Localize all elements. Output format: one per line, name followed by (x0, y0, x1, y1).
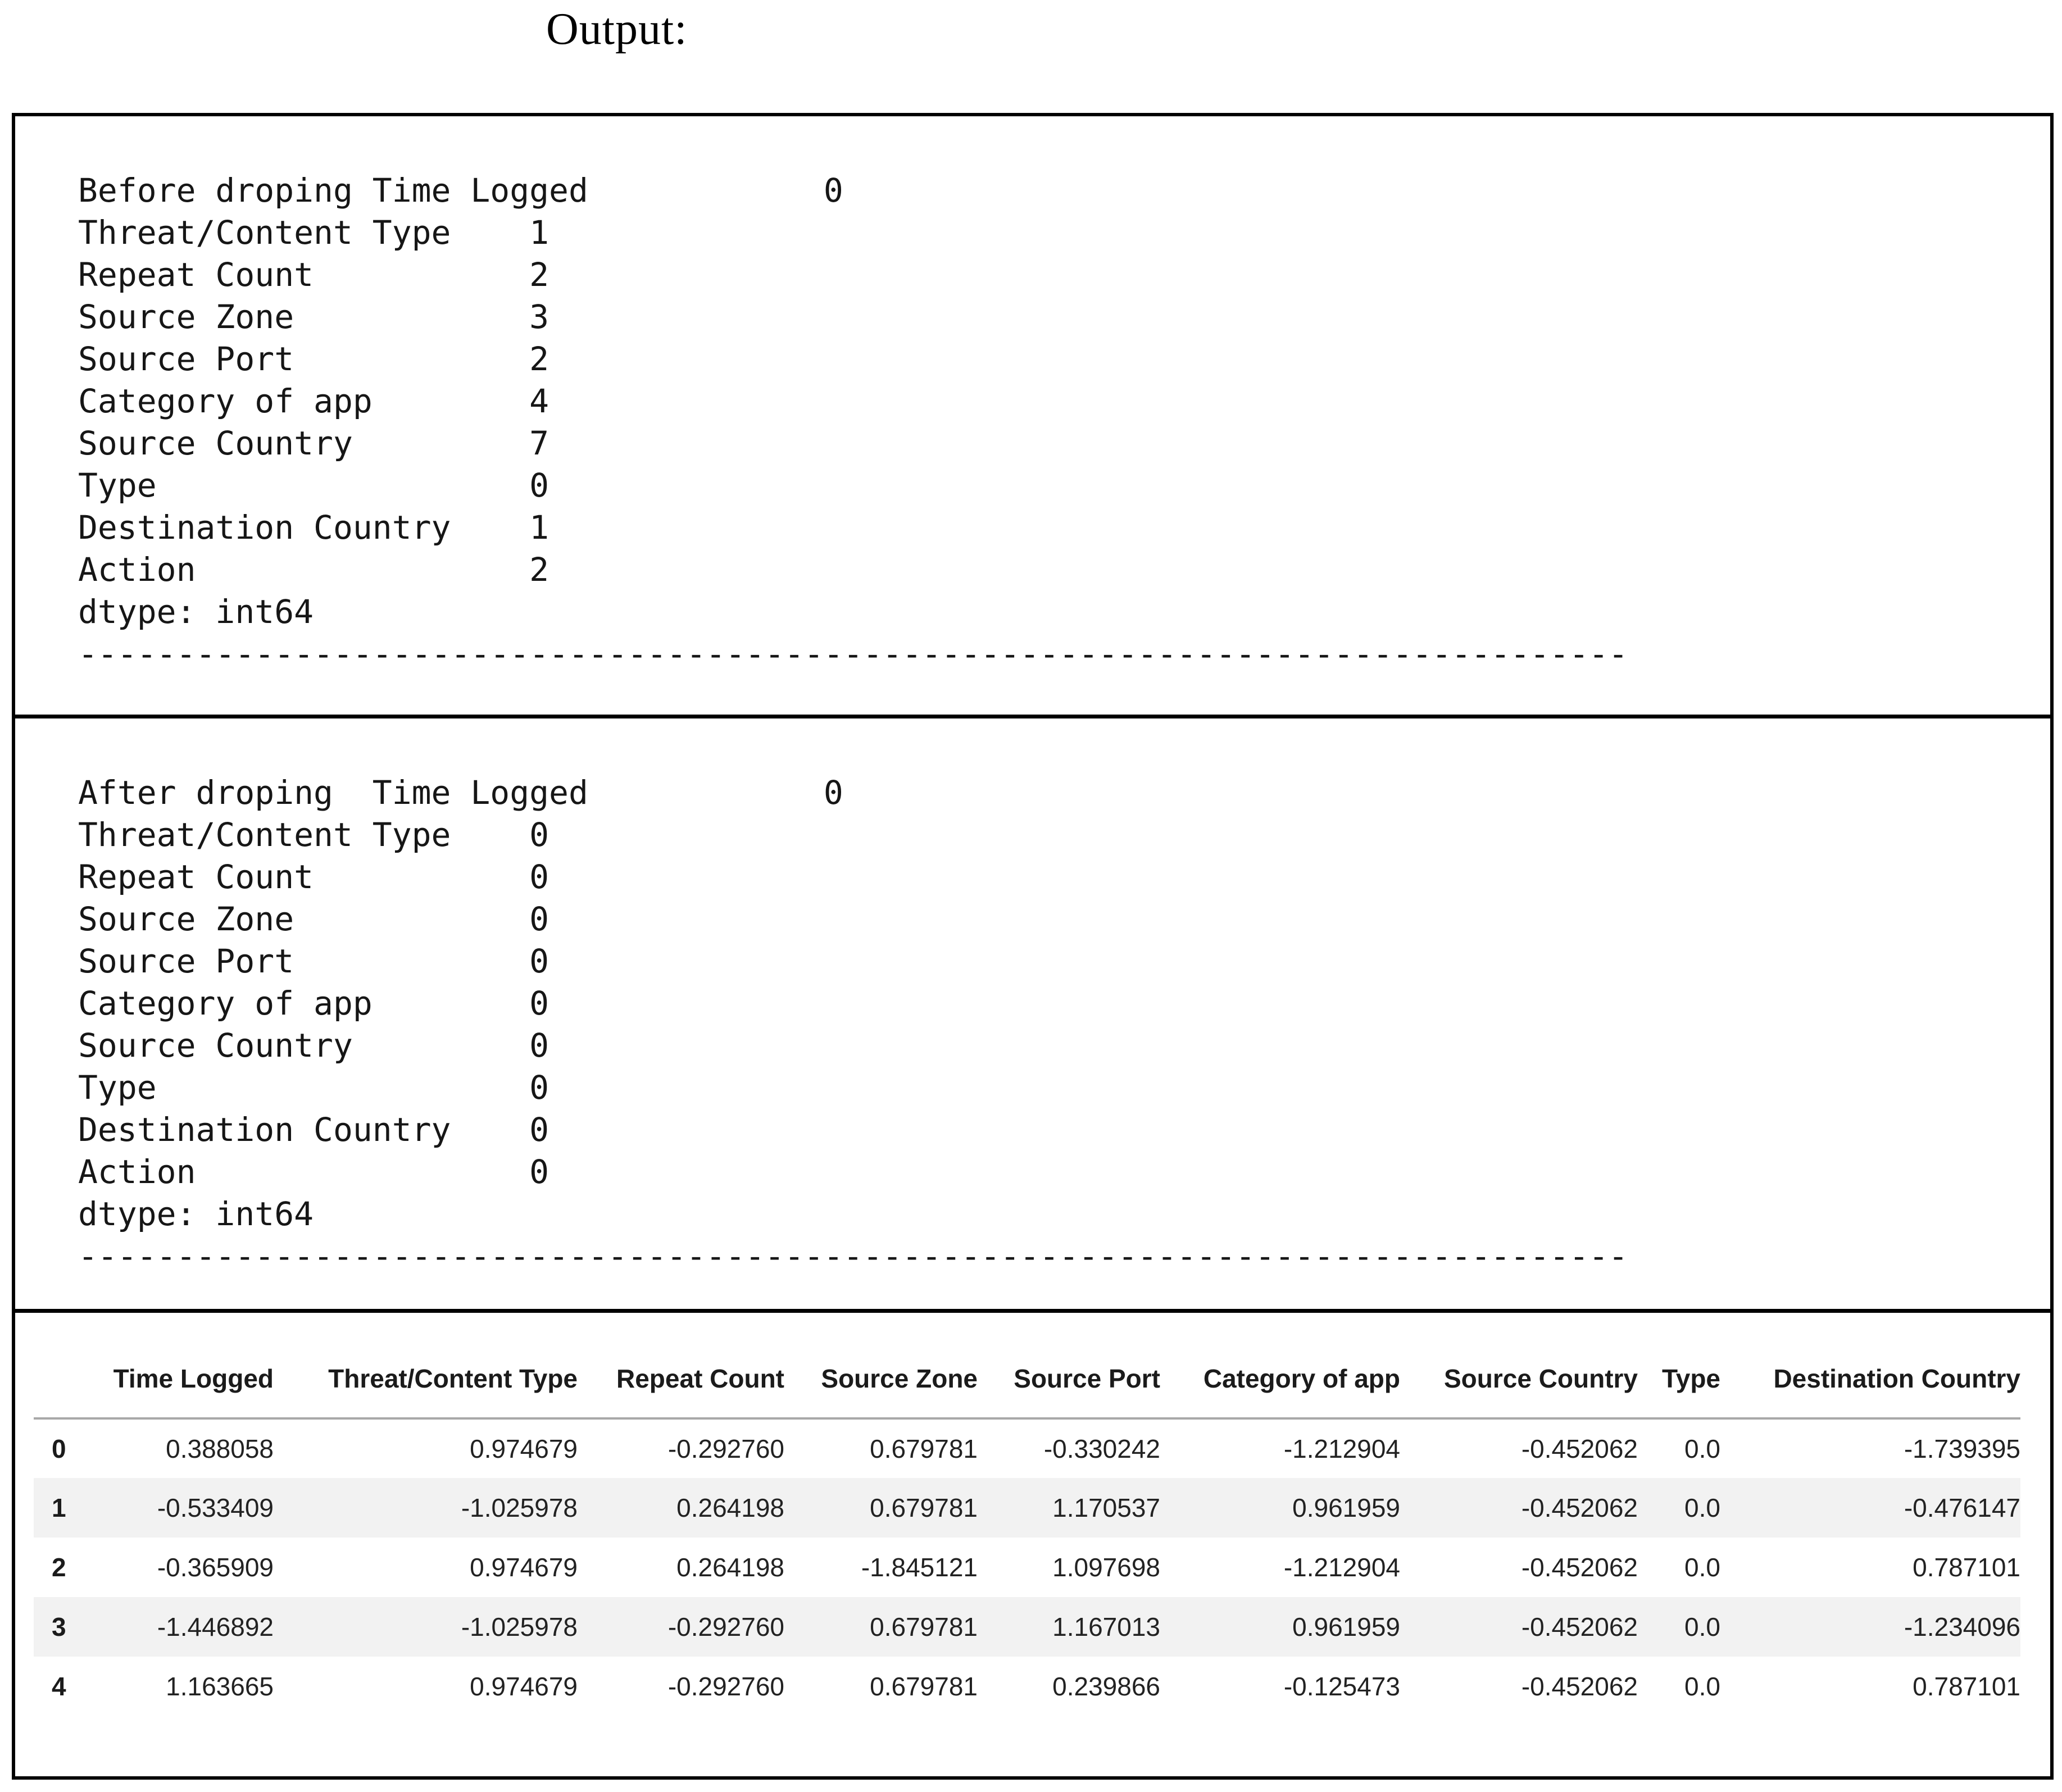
after-drop-null-counts: After droping Time Logged 0 Threat/Conte… (78, 774, 1628, 1275)
table-cell: -1.212904 (1283, 1553, 1400, 1582)
table-cell: 0.961959 (1292, 1493, 1400, 1522)
table-cell: -0.452062 (1521, 1612, 1638, 1641)
table-cell: 0.679781 (870, 1672, 978, 1701)
index-column-header (34, 1340, 90, 1420)
column-header-repeat-count: Repeat Count (578, 1340, 784, 1420)
table-cell: 0.239866 (1052, 1672, 1160, 1701)
table-cell: -0.533409 (157, 1493, 274, 1522)
row-index: 2 (52, 1553, 66, 1582)
dataframe-table: Time Logged Threat/Content Type Repeat C… (34, 1340, 2020, 1716)
row-index: 1 (52, 1493, 66, 1522)
column-header-time-logged: Time Logged (90, 1340, 274, 1420)
table-cell: 0.0 (1684, 1612, 1720, 1641)
table-cell: -1.845121 (861, 1553, 978, 1582)
table-cell: 0.679781 (870, 1612, 978, 1641)
table-cell: 0.679781 (870, 1434, 978, 1463)
table-cell: 0.787101 (1913, 1672, 2020, 1701)
column-header-type: Type (1638, 1340, 1720, 1420)
row-index: 0 (52, 1434, 66, 1463)
table-cell: -0.452062 (1521, 1553, 1638, 1582)
table-cell: 0.974679 (470, 1553, 578, 1582)
column-header-source-zone: Source Zone (784, 1340, 978, 1420)
table-cell: 0.787101 (1913, 1553, 2020, 1582)
table-header-row: Time Logged Threat/Content Type Repeat C… (34, 1340, 2020, 1420)
table-row: 3 -1.446892 -1.025978 -0.292760 0.679781… (34, 1597, 2020, 1657)
table-cell: 0.0 (1684, 1434, 1720, 1463)
table-cell: -0.292760 (667, 1434, 784, 1463)
table-cell: 0.0 (1684, 1493, 1720, 1522)
table-cell: -1.446892 (157, 1612, 274, 1641)
table-cell: 0.0 (1684, 1553, 1720, 1582)
table-cell: 0.974679 (470, 1672, 578, 1701)
table-cell: -0.452062 (1521, 1434, 1638, 1463)
table-cell: -0.292760 (667, 1612, 784, 1641)
table-row: 0 0.388058 0.974679 -0.292760 0.679781 -… (34, 1418, 2020, 1478)
table-cell: 0.264198 (676, 1493, 784, 1522)
table-cell: 0.679781 (870, 1493, 978, 1522)
column-header-source-port: Source Port (978, 1340, 1160, 1420)
table-cell: 1.163665 (166, 1672, 274, 1701)
row-index: 4 (52, 1672, 66, 1701)
before-drop-null-counts: Before droping Time Logged 0 Threat/Cont… (78, 171, 1628, 673)
table-cell: 0.264198 (676, 1553, 784, 1582)
table-cell: 1.170537 (1052, 1493, 1160, 1522)
table-cell: -0.125473 (1283, 1672, 1400, 1701)
table-cell: 0.974679 (470, 1434, 578, 1463)
column-header-category-of-app: Category of app (1160, 1340, 1400, 1420)
output-box: Before droping Time Logged 0 Threat/Cont… (12, 113, 2054, 1780)
table-cell: -0.476147 (1904, 1493, 2020, 1522)
table-cell: -0.452062 (1521, 1672, 1638, 1701)
table-cell: -1.212904 (1283, 1434, 1400, 1463)
after-drop-section: After droping Time Logged 0 Threat/Conte… (15, 715, 2050, 1309)
table-cell: -1.025978 (461, 1493, 578, 1522)
column-header-source-country: Source Country (1400, 1340, 1638, 1420)
table-cell: -0.452062 (1521, 1493, 1638, 1522)
table-row: 1 -0.533409 -1.025978 0.264198 0.679781 … (34, 1478, 2020, 1538)
table-cell: -0.330242 (1043, 1434, 1160, 1463)
table-cell: 1.167013 (1052, 1612, 1160, 1641)
table-cell: 0.961959 (1292, 1612, 1400, 1641)
table-cell: -0.292760 (667, 1672, 784, 1701)
table-cell: -1.025978 (461, 1612, 578, 1641)
column-header-threat-content-type: Threat/Content Type (274, 1340, 578, 1420)
column-header-destination-country: Destination Country (1720, 1340, 2020, 1420)
table-row: 4 1.163665 0.974679 -0.292760 0.679781 0… (34, 1657, 2020, 1716)
table-cell: -1.234096 (1904, 1612, 2020, 1641)
table-cell: -0.365909 (157, 1553, 274, 1582)
page-title: Output: (546, 4, 688, 54)
row-index: 3 (52, 1612, 66, 1641)
table-cell: 1.097698 (1052, 1553, 1160, 1582)
table-cell: 0.0 (1684, 1672, 1720, 1701)
table-row: 2 -0.365909 0.974679 0.264198 -1.845121 … (34, 1538, 2020, 1597)
before-drop-section: Before droping Time Logged 0 Threat/Cont… (15, 116, 2050, 715)
table-cell: -1.739395 (1904, 1434, 2020, 1463)
table-cell: 0.388058 (166, 1434, 274, 1463)
dataframe-section: Time Logged Threat/Content Type Repeat C… (15, 1309, 2050, 1776)
